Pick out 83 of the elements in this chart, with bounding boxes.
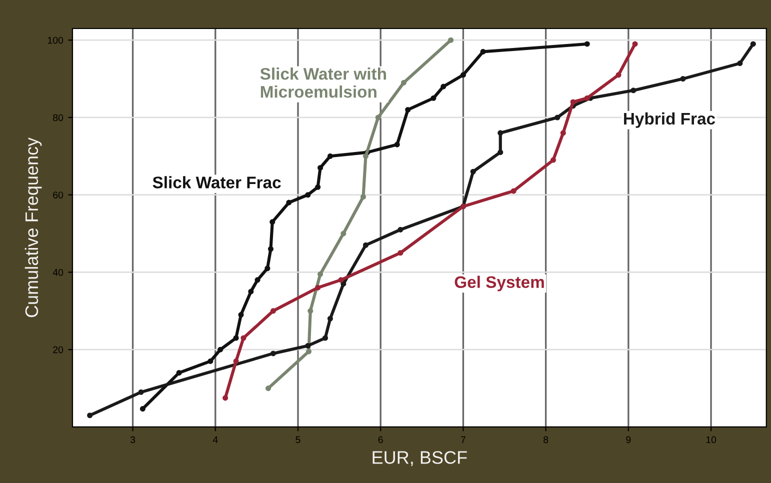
point (405, 106, 411, 113)
point (400, 80, 407, 86)
point (616, 72, 622, 78)
point (315, 284, 321, 290)
series-label: Hybrid Frac (624, 112, 716, 128)
point (318, 271, 324, 277)
point (375, 114, 381, 120)
point (340, 230, 346, 236)
point (138, 389, 144, 395)
point (208, 358, 214, 364)
point (268, 246, 274, 252)
point (398, 250, 404, 256)
point (140, 406, 146, 412)
point (338, 277, 344, 283)
point (218, 346, 224, 352)
point (318, 164, 324, 171)
point (254, 277, 260, 283)
point (270, 350, 276, 356)
point (87, 412, 93, 418)
x-tick-label: 9 (626, 436, 631, 444)
point (315, 184, 321, 190)
point (248, 288, 254, 294)
y-tick-label: 20 (53, 346, 64, 354)
x-tick-label: 8 (544, 436, 548, 444)
y-tick-label: 60 (53, 192, 64, 198)
point (498, 130, 504, 136)
point (632, 41, 638, 47)
point (680, 76, 686, 82)
point (360, 194, 366, 200)
x-tick-label: 4 (212, 436, 218, 444)
point (240, 335, 246, 341)
point (233, 335, 239, 341)
y-tick-label: 40 (52, 268, 64, 276)
point (362, 242, 369, 248)
point (308, 308, 314, 314)
x-tick-label: 7 (461, 436, 466, 444)
point (584, 95, 590, 101)
point (630, 88, 636, 94)
series-label: Slick Water with Microemulsion (260, 68, 386, 98)
point (510, 188, 516, 194)
point (305, 342, 311, 349)
text: Gel System (454, 276, 544, 292)
series-label: Slick Water Frac (152, 176, 281, 188)
point (322, 335, 328, 341)
point (270, 308, 276, 314)
point (222, 395, 228, 401)
x-tick-label: 6 (378, 436, 383, 444)
point (498, 150, 504, 156)
point (327, 153, 333, 159)
x-tick-label: 10 (706, 436, 716, 444)
point (430, 95, 436, 101)
point (394, 142, 400, 148)
point (362, 153, 369, 159)
point (238, 312, 244, 318)
point (305, 192, 311, 198)
point (737, 60, 743, 66)
x-axis-title: EUR, BSCF (372, 451, 467, 466)
point (233, 358, 239, 364)
y-tick-label: 100 (48, 36, 64, 44)
point (584, 41, 590, 47)
point (340, 281, 346, 287)
y-axis-title: Cumulative Frequency (24, 137, 42, 318)
point (560, 130, 566, 136)
point (470, 168, 476, 174)
y-tick-label: 80 (53, 114, 64, 122)
point (554, 114, 560, 120)
point (286, 200, 292, 206)
point (448, 37, 454, 43)
x-tick-label: 3 (130, 436, 136, 444)
point (440, 84, 446, 90)
point (550, 157, 556, 163)
point (264, 266, 270, 272)
point (398, 226, 404, 232)
point (570, 99, 576, 105)
point (270, 219, 276, 225)
point (460, 72, 466, 78)
point (327, 316, 333, 322)
point (750, 41, 756, 47)
point (306, 348, 312, 354)
point (480, 48, 486, 54)
x-tick-label: 5 (296, 436, 300, 444)
point (265, 386, 272, 392)
point (176, 370, 182, 376)
